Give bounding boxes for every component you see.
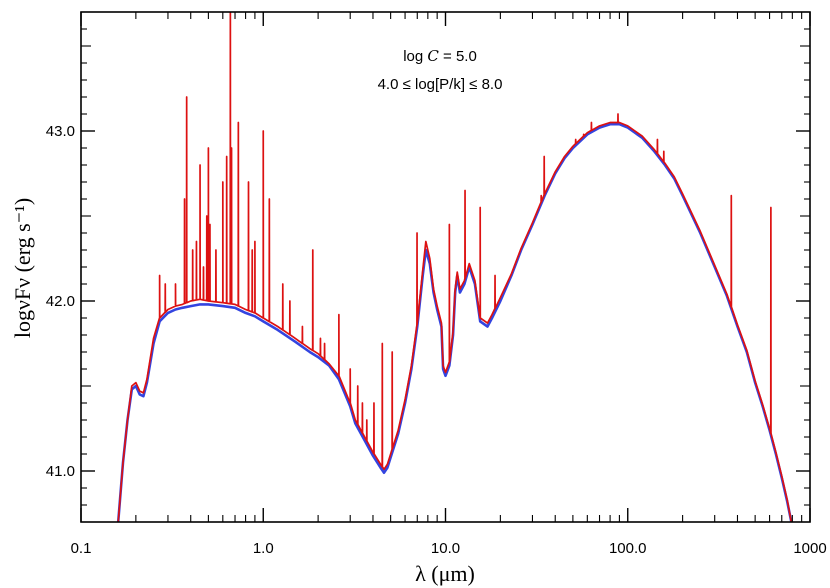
series-line-red (117, 12, 793, 522)
x-tick-label: 0.1 (71, 540, 92, 557)
x-tick-label: 100.0 (609, 540, 647, 557)
annotation-line-1: log C = 5.0 (403, 47, 477, 65)
annotation-symbol: C (427, 47, 439, 65)
y-axis-label: logνFν (erg s⁻¹) (10, 198, 35, 338)
y-tick-label: 43.0 (46, 123, 75, 140)
x-tick-label: 10.0 (431, 540, 460, 557)
tick-labels-layer: 0.1 1.0 10.0 100.0 1000 41.0 42.0 43.0 (46, 123, 827, 557)
series-line-blue (116, 122, 793, 522)
x-tick-label: 1000 (793, 540, 826, 557)
ticks-layer (80, 12, 811, 522)
series-layer (116, 12, 793, 522)
y-tick-label: 41.0 (46, 463, 75, 480)
annotation-line-2: 4.0 ≤ log[P/k] ≤ 8.0 (378, 76, 503, 93)
y-tick-label: 42.0 (46, 293, 75, 310)
x-tick-label: 1.0 (253, 540, 274, 557)
x-axis-label: λ (μm) (415, 561, 475, 586)
